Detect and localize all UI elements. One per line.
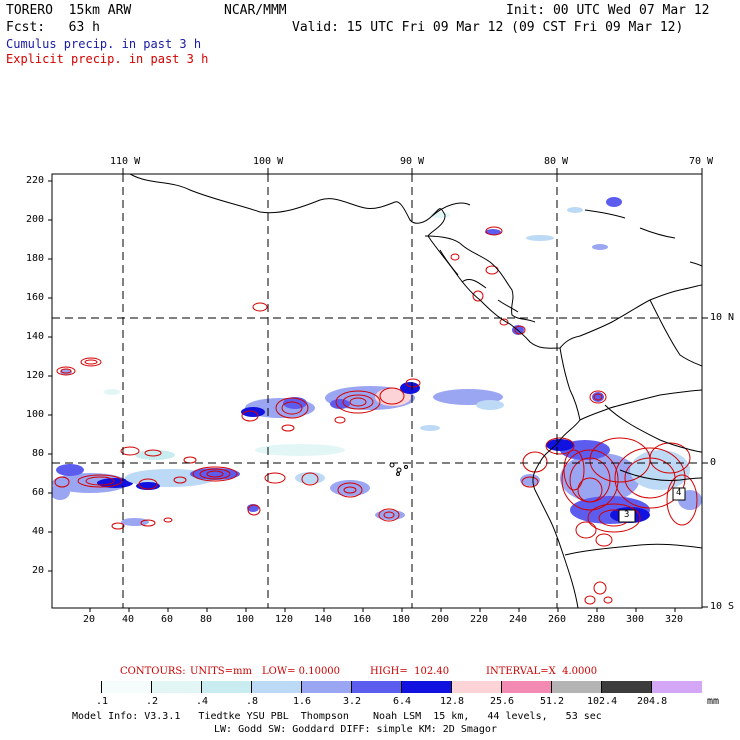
x-axis-ticks — [89, 608, 676, 612]
x-tick-label: 180 — [392, 614, 411, 625]
cumulus-legend: Cumulus precip. in past 3 h — [6, 37, 202, 51]
y-axis-ticks — [48, 180, 52, 572]
lat-label-10s: 10 S — [710, 601, 735, 612]
x-tick-label: 260 — [548, 614, 567, 625]
contour-low: LOW= 0.10000 — [262, 666, 341, 677]
colorbar-unit: mm — [707, 696, 720, 707]
lat-lon-grid — [52, 174, 702, 608]
x-tick-label: 240 — [509, 614, 528, 625]
region-box-label: 3 — [624, 510, 630, 520]
x-tick-label: 160 — [353, 614, 372, 625]
colorbar-swatch — [302, 681, 352, 693]
contour-high: HIGH= 102.40 — [370, 666, 450, 677]
colorbar-tick-label: 102.4 — [587, 696, 618, 707]
contour-label: CONTOURS: — [120, 666, 186, 677]
colorbar-tick-label: 6.4 — [393, 696, 412, 707]
colorbar-swatch — [102, 681, 152, 693]
y-tick-label: 40 — [32, 526, 45, 537]
contour-interval: INTERVAL=X 4.0000 — [486, 666, 598, 677]
x-tick-label: 100 — [236, 614, 255, 625]
y-tick-label: 20 — [32, 565, 45, 576]
init-time: Init: 00 UTC Wed 07 Mar 12 — [506, 3, 710, 18]
forecast-hour: Fcst: 63 h — [6, 20, 100, 35]
colorbar-swatch — [552, 681, 602, 693]
cumulus-precip-fills — [52, 197, 702, 526]
colorbar-tick-label: 51.2 — [540, 696, 565, 707]
x-tick-label: 120 — [275, 614, 294, 625]
x-tick-label: 20 — [83, 614, 96, 625]
colorbar — [52, 681, 702, 693]
colorbar-swatch — [652, 681, 702, 693]
x-tick-label: 40 — [122, 614, 135, 625]
colorbar-tick-label: 25.6 — [490, 696, 515, 707]
lon-ticks — [122, 168, 703, 174]
y-tick-label: 140 — [26, 331, 45, 342]
y-tick-label: 180 — [26, 253, 45, 264]
x-tick-label: 300 — [626, 614, 645, 625]
model-name: TORERO 15km ARW — [6, 3, 132, 18]
colorbar-swatch — [502, 681, 552, 693]
lat-ticks — [702, 317, 708, 608]
y-tick-label: 60 — [32, 487, 45, 498]
x-tick-label: 320 — [665, 614, 684, 625]
colorbar-tick-label: 12.8 — [440, 696, 465, 707]
y-tick-label: 220 — [26, 175, 45, 186]
x-tick-label: 200 — [431, 614, 450, 625]
map-frame — [51, 173, 703, 609]
colorbar-tick-label: .1 — [96, 696, 109, 707]
organization: NCAR/MMM — [224, 3, 287, 18]
colorbar-swatch — [152, 681, 202, 693]
lon-label-100w: 100 W — [253, 156, 284, 167]
colorbar-swatch — [202, 681, 252, 693]
model-info: Model Info: V3.3.1 Tiedtke YSU PBL Thomp… — [72, 711, 602, 722]
x-tick-label: 60 — [161, 614, 174, 625]
y-tick-label: 100 — [26, 409, 45, 420]
colorbar-tick-label: 204.8 — [637, 696, 668, 707]
lon-label-110w: 110 W — [110, 156, 141, 167]
y-tick-label: 160 — [26, 292, 45, 303]
x-tick-label: 280 — [587, 614, 606, 625]
y-tick-label: 80 — [32, 448, 45, 459]
lon-label-90w: 90 W — [400, 156, 425, 167]
x-tick-label: 140 — [314, 614, 333, 625]
model-physics: LW: Godd SW: Goddard DIFF: simple KM: 2D… — [214, 724, 497, 735]
y-tick-label: 120 — [26, 370, 45, 381]
colorbar-tick-label: 1.6 — [293, 696, 312, 707]
region-box-label: 4 — [676, 488, 682, 498]
explicit-legend: Explicit precip. in past 3 h — [6, 52, 209, 66]
y-tick-label: 200 — [26, 214, 45, 225]
colorbar-swatch — [352, 681, 402, 693]
lon-label-70w: 70 W — [689, 156, 714, 167]
lat-label-0: 0 — [710, 457, 717, 468]
lat-label-10n: 10 N — [710, 312, 735, 323]
colorbar-tick-label: .8 — [246, 696, 259, 707]
colorbar-swatch — [602, 681, 652, 693]
colorbar-swatch — [52, 681, 102, 693]
colorbar-swatch — [452, 681, 502, 693]
colorbar-tick-label: .2 — [146, 696, 159, 707]
x-tick-label: 220 — [470, 614, 489, 625]
colorbar-tick-label: 3.2 — [343, 696, 362, 707]
explicit-precip-contours — [54, 226, 698, 605]
coastlines — [129, 174, 702, 608]
x-tick-label: 80 — [200, 614, 213, 625]
valid-time: Valid: 15 UTC Fri 09 Mar 12 (09 CST Fri … — [292, 20, 684, 35]
region-boxes — [618, 487, 686, 523]
lon-label-80w: 80 W — [544, 156, 569, 167]
colorbar-swatch — [252, 681, 302, 693]
colorbar-tick-label: .4 — [196, 696, 209, 707]
colorbar-swatch — [402, 681, 452, 693]
contour-units: UNITS=mm — [190, 666, 252, 677]
